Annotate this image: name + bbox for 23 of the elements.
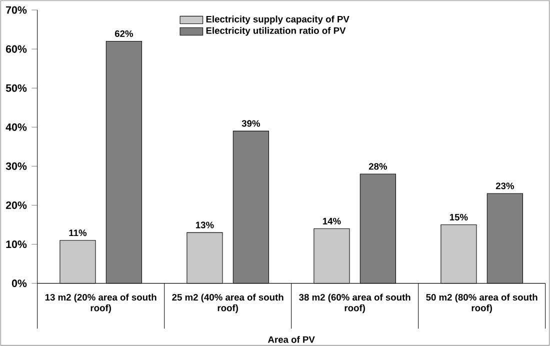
data-label: 15% (450, 214, 468, 220)
data-label: 39% (242, 120, 260, 127)
data-label: 14% (322, 218, 341, 224)
data-label: 28% (368, 163, 388, 170)
legend-label: Electricity supply capacity of PV (206, 16, 350, 24)
data-label: 23% (496, 182, 514, 190)
y-tick-label: 40% (6, 123, 27, 131)
y-tick-label: 10% (6, 240, 27, 248)
y-tick-label: 50% (6, 84, 27, 92)
x-tick-label: 25 m2 (40% area of south roof) (172, 294, 284, 314)
x-tick-label: 50 m2 (80% area of south roof) (426, 294, 538, 314)
y-tick-label: 70% (6, 6, 27, 14)
legend-label: Electricity utilization ratio of PV (206, 27, 346, 36)
y-tick-label: 30% (6, 162, 27, 170)
x-tick-label: 13 m2 (20% area of south roof) (45, 294, 156, 314)
data-label: 62% (114, 30, 134, 37)
x-axis-title: Area of PV (268, 336, 315, 343)
y-tick-label: 20% (6, 201, 27, 210)
x-tick-label: 38 m2 (60% area of south roof) (299, 294, 410, 314)
data-label: 11% (69, 230, 87, 236)
y-tick-label: 60% (6, 45, 27, 53)
y-tick-label: 0% (12, 280, 27, 288)
data-label: 13% (196, 222, 214, 228)
